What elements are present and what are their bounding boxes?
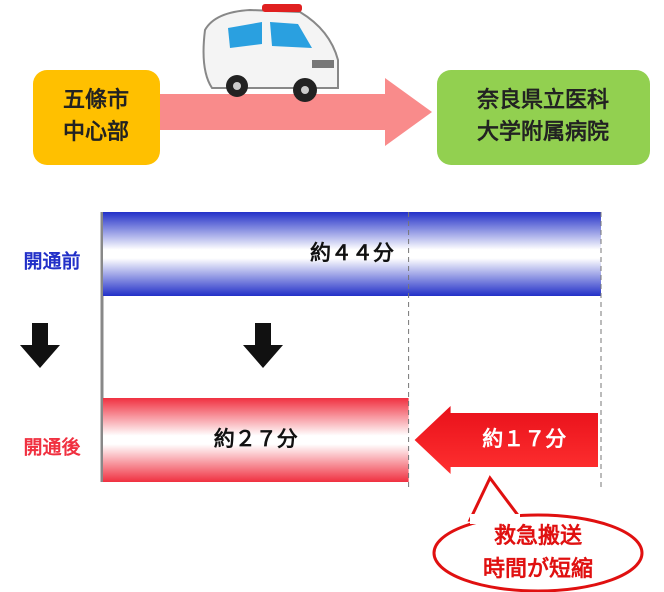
callout-text: 時間が短縮 <box>483 556 593 582</box>
origin-box <box>33 70 160 165</box>
category-label: 開通前 <box>23 250 80 273</box>
origin-label: 中心部 <box>63 119 129 145</box>
down-arrow <box>20 323 60 368</box>
down-arrow <box>243 323 283 368</box>
difference-label: 約１７分 <box>482 427 566 451</box>
category-label: 開通後 <box>23 436 81 459</box>
callout-text: 救急搬送 <box>494 523 582 549</box>
destination-box <box>437 70 650 165</box>
destination-label: 大学附属病院 <box>477 119 609 145</box>
ambulance-icon <box>204 4 338 102</box>
origin-label: 五條市 <box>63 87 129 113</box>
callout-tail <box>470 478 520 520</box>
destination-label: 奈良県立医科 <box>476 87 609 113</box>
value-label: 約４４分 <box>310 241 394 265</box>
chart: 五條市 中心部 奈良県立医科 大学附属病院 約４４分 開通前約２７分 開通後 約１７分… <box>0 0 664 592</box>
value-label: 約２７分 <box>214 427 298 451</box>
callout-join <box>470 514 520 524</box>
